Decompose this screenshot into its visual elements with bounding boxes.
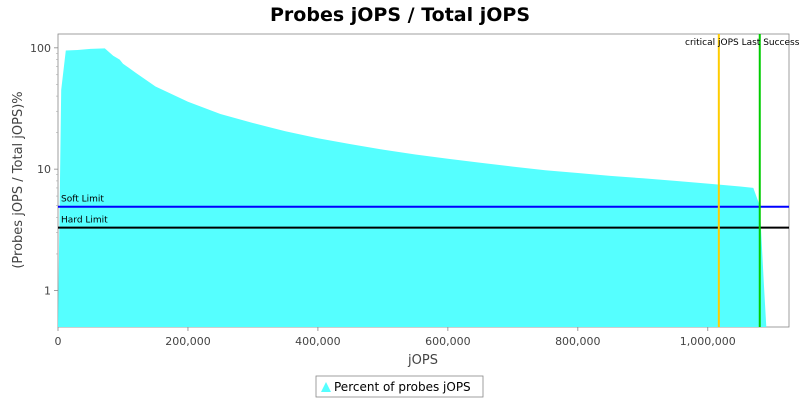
series-layer	[58, 48, 767, 328]
x-tick-label: 1,000,000	[680, 335, 736, 348]
x-tick-label: 800,000	[555, 335, 601, 348]
legend-series-label: Percent of probes jOPS	[334, 380, 471, 394]
x-tick-label: 600,000	[425, 335, 471, 348]
axis-ticks: 0 200,000 400,000 600,000 800,000 1,000,000 1 1…	[30, 42, 736, 348]
y-tick-label: 1	[44, 284, 51, 297]
y-axis-label: (Probes jOPS / Total jOPS)%	[11, 91, 26, 268]
x-tick-label: 0	[55, 335, 62, 348]
y-tick-label: 10	[37, 163, 51, 176]
x-axis-label: jOPS	[407, 353, 438, 368]
y-tick-label: 100	[30, 42, 51, 55]
reference-lines: Soft Limit Hard Limit	[58, 34, 789, 327]
legend-box	[315, 375, 484, 398]
x-tick-label: 400,000	[295, 335, 341, 348]
legend: Percent of probes jOPS	[315, 375, 484, 398]
chart-title: Probes jOPS / Total jOPS	[270, 4, 530, 26]
series-area-0	[58, 48, 767, 328]
ref-label-hard-limit: Hard Limit	[61, 216, 108, 226]
legend-marker-icon	[321, 382, 331, 392]
vertical-lines-label: critical jOPS Last Success jOPS for ...	[685, 38, 800, 48]
ref-label-soft-limit: Soft Limit	[61, 195, 104, 205]
x-tick-label: 200,000	[165, 335, 211, 348]
